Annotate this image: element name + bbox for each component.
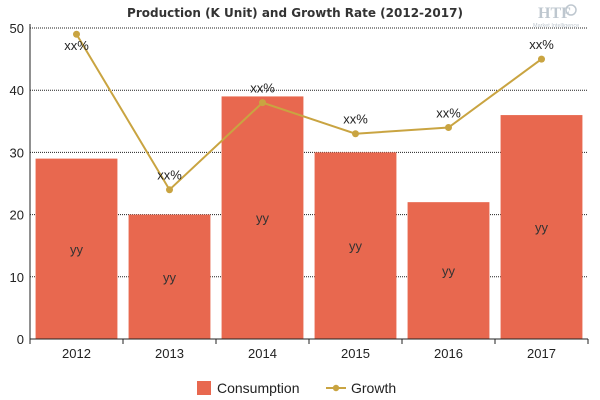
x-tick-label-2013: 2013 (155, 346, 184, 361)
y-tick-label-0: 0 (17, 332, 24, 347)
growth-data-label-2016: xx% (436, 106, 461, 121)
growth-data-label-2013: xx% (157, 168, 182, 183)
growth-point-2017 (538, 55, 545, 63)
bar-data-label-2012: yy (70, 242, 84, 257)
bars (35, 96, 583, 339)
growth-point-2014 (259, 99, 266, 107)
y-tick-labels: 0 10 20 30 40 50 (10, 21, 24, 347)
bar-2016 (407, 202, 490, 339)
x-tick-label-2014: 2014 (248, 346, 277, 361)
growth-point-2016 (445, 124, 452, 132)
bar-2014 (221, 96, 304, 339)
legend-marker-growth (332, 384, 340, 392)
growth-series: xx% xx% xx% xx% xx% xx% (64, 30, 554, 194)
watermark-brand: HTF (538, 5, 571, 22)
bar-2012 (35, 158, 118, 339)
x-tick-label-2016: 2016 (434, 346, 463, 361)
x-tick-label-2012: 2012 (62, 346, 91, 361)
y-tick-label-50: 50 (10, 21, 24, 36)
growth-data-label-2012: xx% (64, 38, 89, 53)
axes (29, 24, 589, 344)
bar-data-label-2016: yy (442, 264, 456, 279)
y-tick-label-10: 10 (10, 270, 24, 285)
gridlines (30, 27, 588, 278)
growth-point-2012 (73, 30, 80, 38)
legend-label-growth: Growth (351, 380, 396, 396)
legend: Consumption Growth (197, 380, 396, 396)
bar-2015 (314, 152, 397, 339)
legend-label-consumption: Consumption (217, 380, 300, 396)
y-tick-label-20: 20 (10, 208, 24, 223)
x-tick-label-2017: 2017 (527, 346, 556, 361)
watermark-logo: HTF Market Intelligence (533, 4, 579, 29)
chart-title: Production (K Unit) and Growth Rate (201… (127, 6, 463, 20)
growth-data-label-2014: xx% (250, 81, 275, 96)
bar-data-label-2014: yy (256, 211, 270, 226)
x-tick-labels: 2012 2013 2014 2015 2016 2017 (62, 346, 556, 361)
growth-data-label-2015: xx% (343, 112, 368, 127)
bar-data-label-2013: yy (163, 270, 177, 285)
y-tick-label-40: 40 (10, 83, 24, 98)
bar-data-label-2015: yy (349, 239, 363, 254)
growth-data-label-2017: xx% (529, 37, 554, 52)
growth-point-2015 (352, 130, 359, 138)
globe-icon (565, 4, 577, 16)
bar-2013 (128, 214, 211, 339)
legend-swatch-consumption (197, 381, 211, 395)
x-tick-label-2015: 2015 (341, 346, 370, 361)
y-tick-label-30: 30 (10, 145, 24, 160)
watermark-tagline: Market Intelligence (533, 23, 579, 29)
growth-point-2013 (166, 186, 173, 194)
bar-data-label-2017: yy (535, 220, 549, 235)
growth-line (75, 33, 543, 192)
bar-2017 (500, 115, 583, 339)
bar-labels: yy yy yy yy yy yy (70, 211, 549, 285)
